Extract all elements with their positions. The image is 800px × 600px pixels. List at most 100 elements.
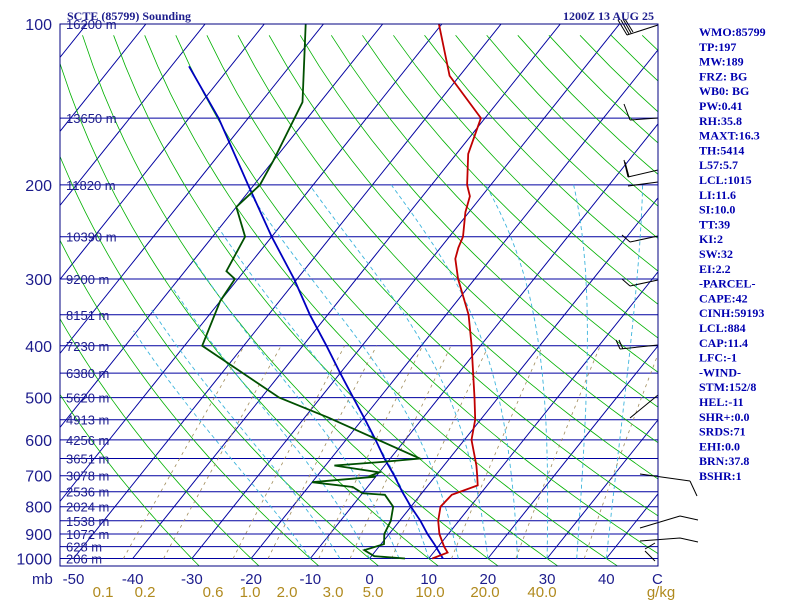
wind-barb: [623, 159, 659, 178]
temperature-tick-label: 40: [598, 571, 615, 588]
dry-adiabat: [144, 35, 619, 566]
moist-adiabat: [133, 330, 311, 559]
isotherm-line: [369, 197, 658, 559]
dry-adiabat: [60, 239, 320, 566]
moist-adiabat: [390, 184, 518, 559]
index-value: LI:11.6: [699, 188, 736, 202]
index-value: PW:0.41: [699, 99, 743, 113]
parcel-trace: [188, 65, 444, 559]
index-value: EI:2.2: [699, 262, 731, 276]
mixing-ratio-tick-label: 2.0: [277, 584, 298, 600]
temperature-tick-label: 0: [365, 571, 373, 588]
wind-barb: [644, 542, 656, 562]
index-value: CAPE:42: [699, 291, 748, 305]
index-value: LCL:884: [699, 321, 746, 335]
height-label: 206 m: [66, 552, 102, 567]
dry-adiabat: [60, 155, 380, 566]
pressure-tick-label: 100: [25, 17, 52, 34]
index-value: TT:39: [699, 217, 730, 231]
index-value: LCL:1015: [699, 173, 752, 187]
wind-barb: [617, 18, 659, 36]
moist-adiabat: [150, 307, 341, 559]
mixing-ratio-tick-label: 10.0: [415, 584, 444, 600]
index-value: -PARCEL-: [699, 277, 755, 291]
height-label: 2536 m: [66, 485, 109, 500]
pressure-tick-label: 700: [25, 469, 52, 486]
index-value: KI:2: [699, 232, 723, 246]
index-value: L57:5.7: [699, 158, 738, 172]
index-value: SRDS:71: [699, 425, 746, 439]
isotherm-line: [73, 24, 502, 559]
isotherm-line: [428, 271, 658, 559]
height-label: 9200 m: [66, 272, 109, 287]
dry-adiabat: [206, 35, 658, 517]
mixing-ratio-tick-label: 20.0: [470, 584, 499, 600]
height-label: 5620 m: [66, 391, 109, 406]
plot-frame: [59, 23, 659, 567]
dry-adiabat: [237, 35, 658, 480]
pressure-tick-label: 400: [25, 339, 52, 356]
pressure-tick-label: 500: [25, 391, 52, 408]
dry-adiabat: [548, 35, 658, 144]
index-value: WMO:85799: [699, 25, 766, 39]
height-label: 4913 m: [66, 413, 109, 428]
temperature-tick-label: -30: [181, 571, 203, 588]
mixing-ratio-tick-label: 0.2: [135, 584, 156, 600]
isotherm-line: [60, 24, 206, 207]
isotherm-line: [250, 49, 658, 559]
mixing-ratio-tick-label: 0.6: [203, 584, 224, 600]
height-label: 1072 m: [66, 527, 109, 542]
wind-barb: [621, 278, 659, 287]
mixing-ratio-line: [349, 345, 452, 559]
index-value: TH:5414: [699, 143, 744, 157]
mixing-ratio-tick-label: 1.0: [240, 584, 261, 600]
temperature-tick-label: -20: [240, 571, 262, 588]
temperature-tick-label: -40: [122, 571, 144, 588]
dry-adiabat: [82, 35, 499, 566]
index-value: LFC:-1: [699, 351, 737, 365]
dry-adiabat: [517, 35, 658, 175]
moist-adiabat: [309, 184, 489, 559]
dry-adiabat: [330, 35, 658, 373]
height-label: 11820 m: [66, 178, 116, 193]
temperature-tick-label: -10: [299, 571, 321, 588]
index-value: CAP:11.4: [699, 336, 748, 350]
height-label: 7230 m: [66, 339, 109, 354]
height-label: 3078 m: [66, 469, 109, 484]
dry-adiabat: [60, 61, 439, 566]
moist-adiabat: [605, 184, 644, 559]
mixing-ratio-line: [267, 345, 377, 559]
height-label: 628 m: [66, 540, 102, 555]
index-value: CINH:59193: [699, 306, 764, 320]
x-axis-label: mb: [32, 571, 53, 588]
index-value: HEL:-11: [699, 395, 744, 409]
isotherm-line: [60, 24, 265, 281]
isotherm-line: [132, 24, 561, 559]
temperature-tick-label: 30: [539, 571, 556, 588]
mixing-ratio-line: [232, 345, 346, 559]
height-label: 13650 m: [66, 111, 117, 126]
mixing-ratio-line: [451, 345, 543, 559]
isotherm-line: [546, 419, 658, 559]
mixing-ratio-line: [163, 345, 282, 559]
dry-adiabat: [60, 318, 260, 566]
moist-adiabat: [171, 286, 370, 559]
pressure-tick-label: 800: [25, 500, 52, 517]
pressure-tick-label: 600: [25, 433, 52, 450]
wind-barb: [629, 394, 659, 419]
index-value: -WIND-: [699, 365, 741, 379]
moist-adiabat: [192, 258, 400, 559]
pressure-tick-label: 1000: [16, 552, 52, 569]
chart-title: SCTE (85799) Sounding: [67, 9, 191, 23]
index-value: WB0: BG: [699, 84, 749, 98]
index-value: BRN:37.8: [699, 454, 749, 468]
index-value: SW:32: [699, 247, 733, 261]
mixing-ratio-tick-label: 0.1: [93, 584, 114, 600]
index-value: EHI:0.0: [699, 439, 740, 453]
temperature-end-label: C: [652, 571, 663, 588]
moist-adiabat: [573, 184, 588, 559]
dry-adiabat: [362, 35, 658, 339]
height-label: 4256 m: [66, 433, 109, 448]
